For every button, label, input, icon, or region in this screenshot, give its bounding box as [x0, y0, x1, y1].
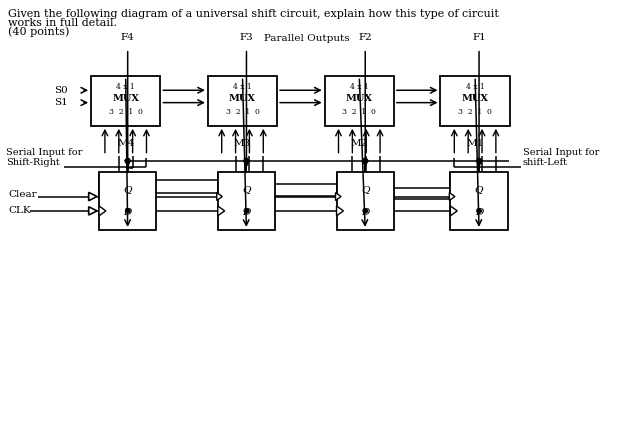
- Bar: [337, 173, 394, 230]
- Text: Q: Q: [361, 185, 370, 194]
- Text: F1: F1: [472, 33, 486, 42]
- Text: D: D: [243, 208, 251, 217]
- Polygon shape: [99, 206, 106, 216]
- Bar: [441, 76, 510, 126]
- Text: Q: Q: [242, 185, 251, 194]
- Text: F3: F3: [239, 33, 253, 42]
- Text: Serial Input for
Shift-Right: Serial Input for Shift-Right: [6, 147, 83, 167]
- Bar: [218, 173, 275, 230]
- Text: Given the following diagram of a universal shift circuit, explain how this type : Given the following diagram of a univers…: [8, 9, 499, 19]
- Circle shape: [126, 209, 130, 213]
- Polygon shape: [337, 206, 344, 216]
- Bar: [324, 76, 394, 126]
- Text: S0: S0: [55, 86, 68, 95]
- Text: 3  2  1  0: 3 2 1 0: [342, 108, 376, 116]
- Circle shape: [244, 209, 249, 213]
- Polygon shape: [89, 207, 97, 215]
- Text: Clear: Clear: [8, 190, 37, 199]
- Text: MUX: MUX: [462, 94, 488, 103]
- Circle shape: [244, 159, 249, 163]
- Polygon shape: [89, 193, 97, 201]
- Text: 4 x 1: 4 x 1: [116, 83, 135, 91]
- Text: F4: F4: [121, 33, 135, 42]
- Text: S1: S1: [55, 98, 68, 107]
- Polygon shape: [218, 206, 225, 216]
- Bar: [450, 173, 508, 230]
- Text: works in full detail.: works in full detail.: [8, 18, 117, 28]
- Text: 3  2  1  0: 3 2 1 0: [458, 108, 492, 116]
- Circle shape: [126, 159, 130, 163]
- Text: MUX: MUX: [112, 94, 139, 103]
- Circle shape: [477, 209, 481, 213]
- Bar: [208, 76, 277, 126]
- Text: 3  2  1  0: 3 2 1 0: [225, 108, 260, 116]
- Bar: [91, 76, 161, 126]
- Polygon shape: [450, 193, 455, 201]
- Polygon shape: [217, 193, 222, 201]
- Circle shape: [363, 209, 368, 213]
- Text: MUX: MUX: [346, 94, 373, 103]
- Text: 4 x 1: 4 x 1: [465, 83, 485, 91]
- Text: CLK: CLK: [8, 207, 30, 215]
- Text: MUX: MUX: [229, 94, 256, 103]
- Circle shape: [363, 159, 368, 163]
- Text: M4: M4: [117, 139, 135, 148]
- Text: Q: Q: [123, 185, 132, 194]
- Text: D: D: [123, 208, 132, 217]
- Polygon shape: [450, 206, 457, 216]
- Text: Parallel Outputs: Parallel Outputs: [264, 34, 350, 43]
- Bar: [99, 173, 156, 230]
- Text: 4 x 1: 4 x 1: [233, 83, 252, 91]
- Text: D: D: [475, 208, 483, 217]
- Text: F2: F2: [358, 33, 372, 42]
- Text: Q: Q: [475, 185, 483, 194]
- Text: M2: M2: [351, 139, 368, 148]
- Circle shape: [477, 159, 481, 163]
- Polygon shape: [335, 193, 341, 201]
- Text: M3: M3: [234, 139, 251, 148]
- Text: D: D: [361, 208, 370, 217]
- Text: 4 x 1: 4 x 1: [350, 83, 369, 91]
- Text: (40 points): (40 points): [8, 27, 69, 37]
- Text: Serial Input for
shift-Left: Serial Input for shift-Left: [523, 147, 599, 167]
- Text: M1: M1: [467, 139, 484, 148]
- Text: 3  2  1  0: 3 2 1 0: [109, 108, 143, 116]
